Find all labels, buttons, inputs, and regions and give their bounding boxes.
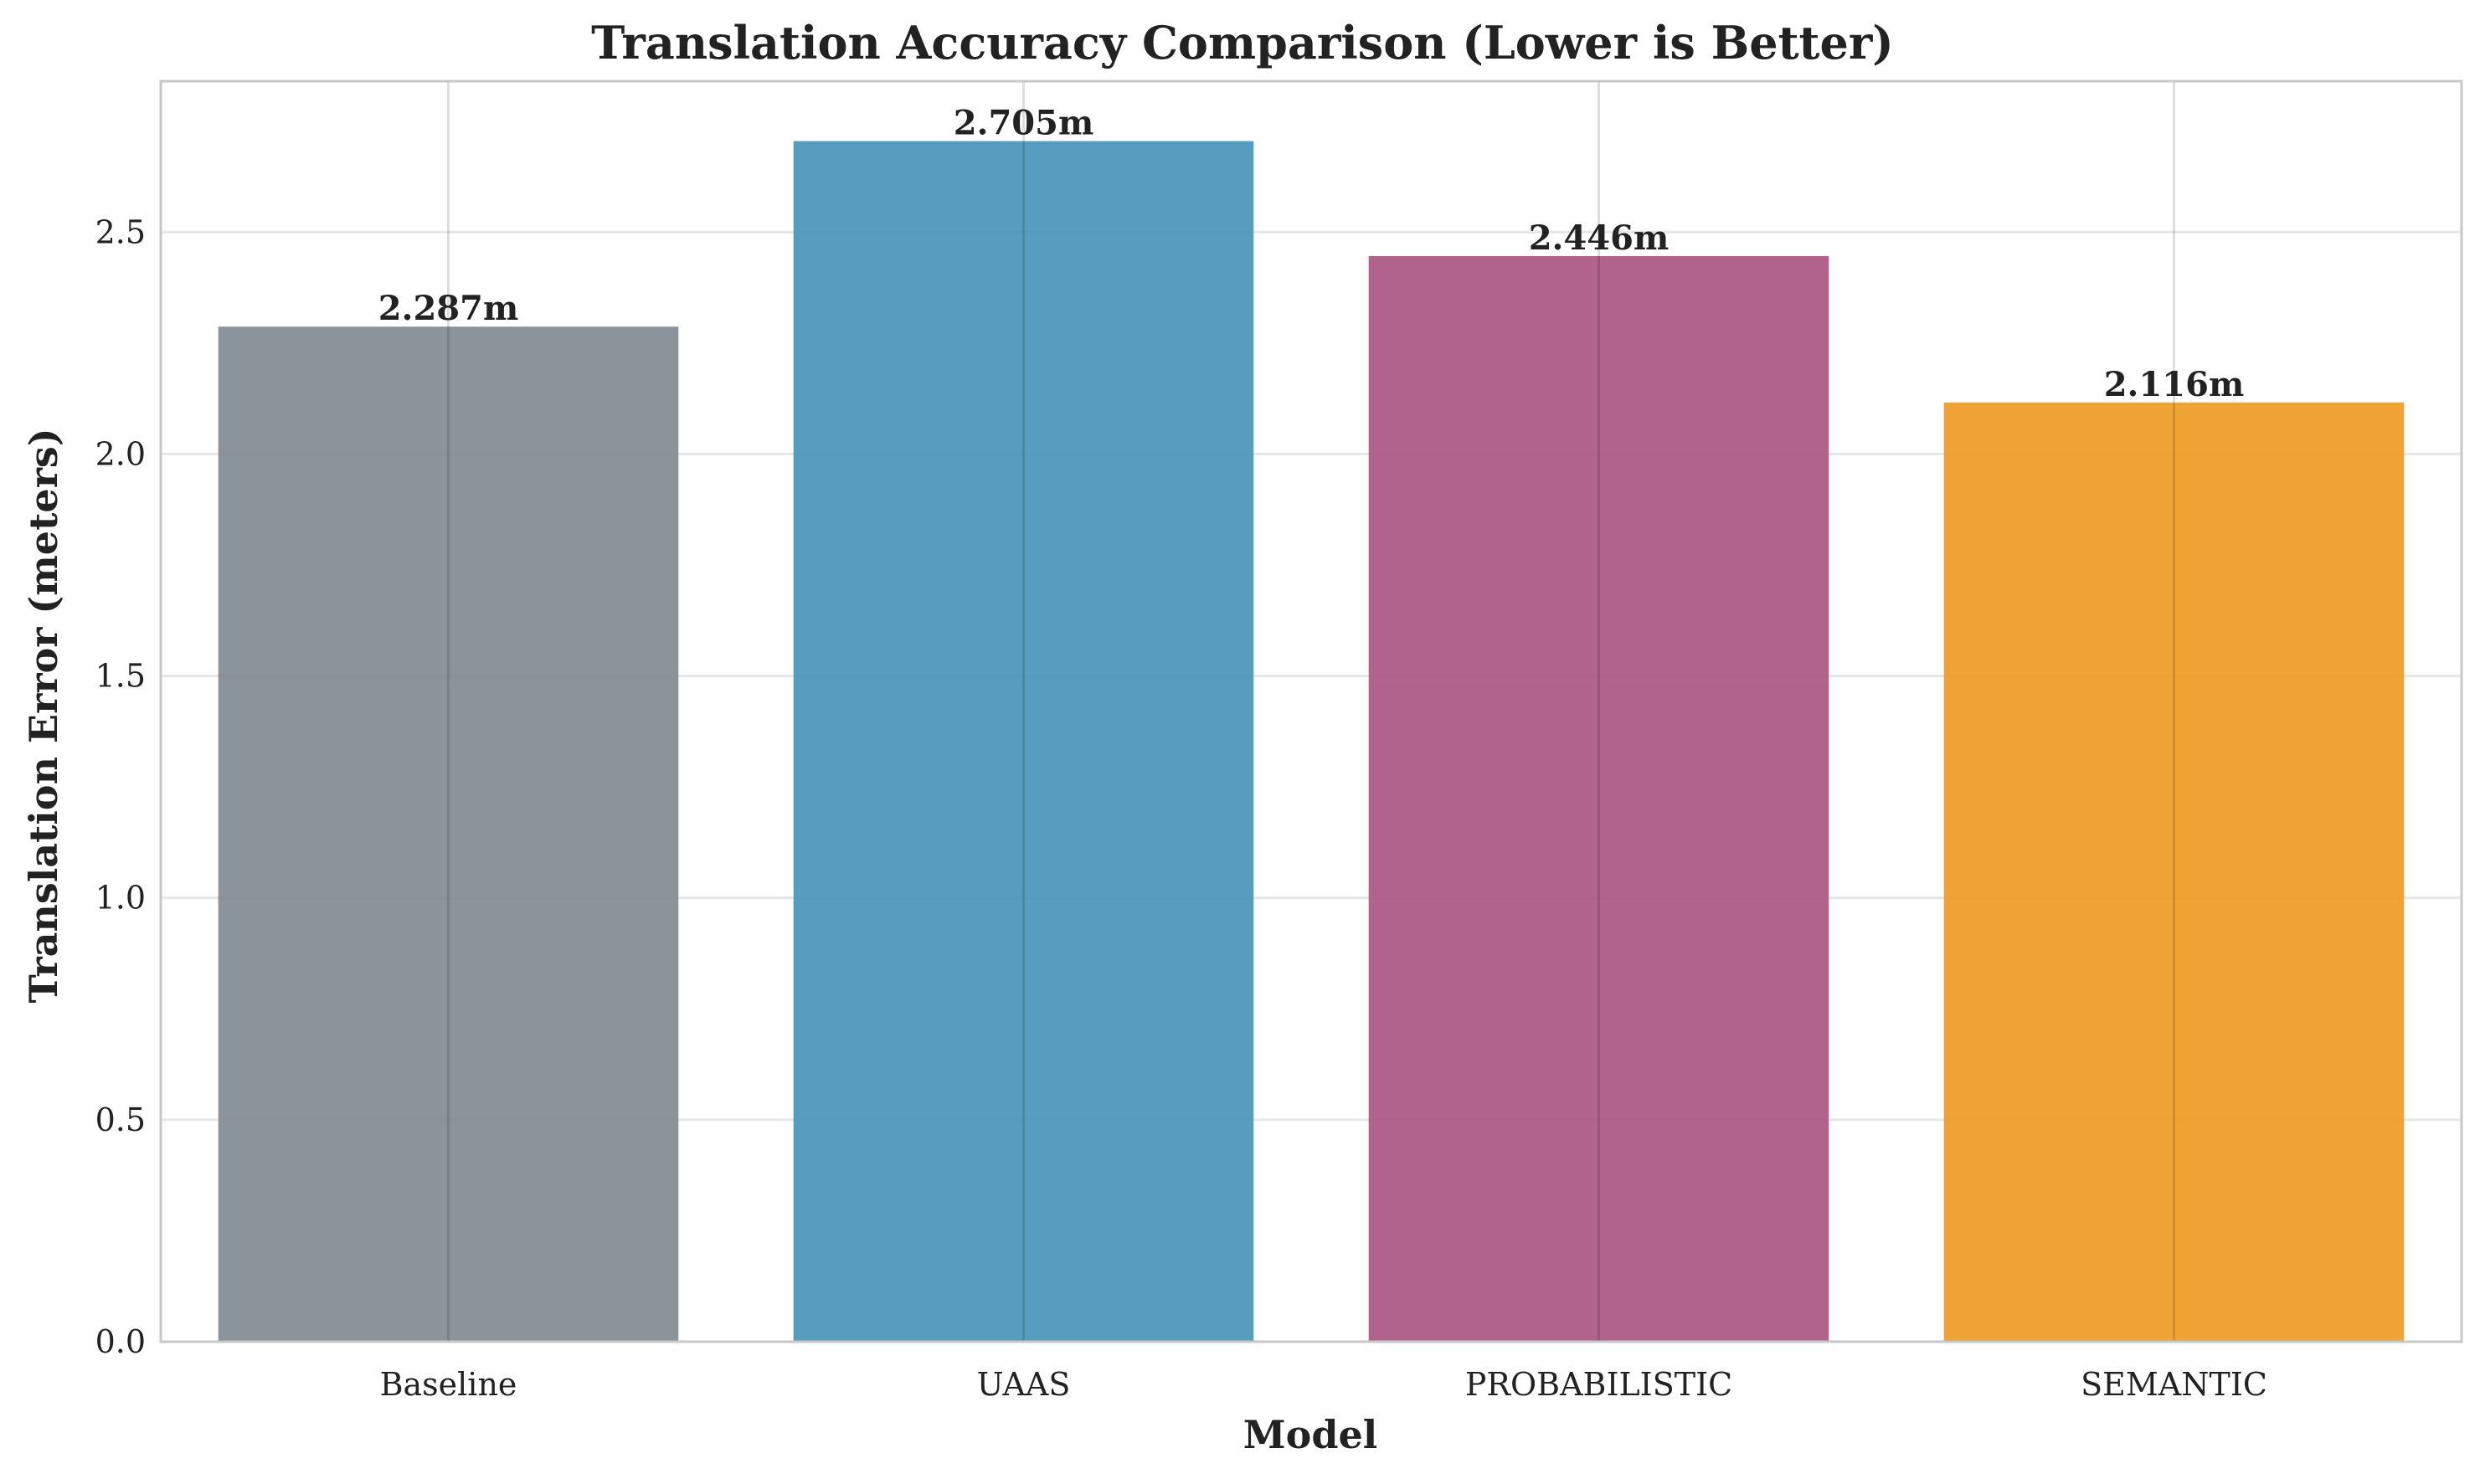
value-labels: 2.287m 2.705m 2.446m 2.116m (378, 104, 2245, 404)
bar-value-label: 2.446m (1529, 218, 1670, 258)
y-tick-label: 1.5 (95, 658, 146, 695)
bar-uaas (793, 141, 1254, 1343)
y-tick-label: 0.5 (95, 1101, 146, 1138)
x-axis-label: Model (1243, 1412, 1378, 1457)
x-tick-label: SEMANTIC (2081, 1366, 2267, 1403)
y-tick-label: 1.0 (95, 880, 146, 917)
tick-labels: 0.0 0.5 1.0 1.5 2.0 2.5 Baseline UAAS PROBABILIS… (95, 213, 2267, 1403)
bar-baseline (218, 326, 679, 1342)
bar-value-label: 2.116m (2104, 365, 2245, 404)
y-tick-label: 0.0 (95, 1323, 146, 1360)
x-tick-label: PROBABILISTIC (1465, 1366, 1732, 1403)
bar-value-label: 2.705m (954, 104, 1094, 143)
plot-frame (159, 80, 2463, 1343)
x-tick-label: UAAS (977, 1366, 1071, 1403)
bars (218, 81, 2405, 1343)
y-axis-label: Translation Error (meters) (21, 429, 66, 1004)
chart-title: Translation Accuracy Comparison (Lower i… (591, 16, 1894, 69)
y-tick-label: 2.0 (95, 435, 146, 472)
y-tick-label: 2.5 (95, 213, 146, 250)
x-tick-label: Baseline (380, 1366, 517, 1403)
bar-value-label: 2.287m (378, 289, 519, 328)
bar-semantic (1943, 402, 2405, 1342)
bar-probabilistic (1368, 255, 1829, 1342)
